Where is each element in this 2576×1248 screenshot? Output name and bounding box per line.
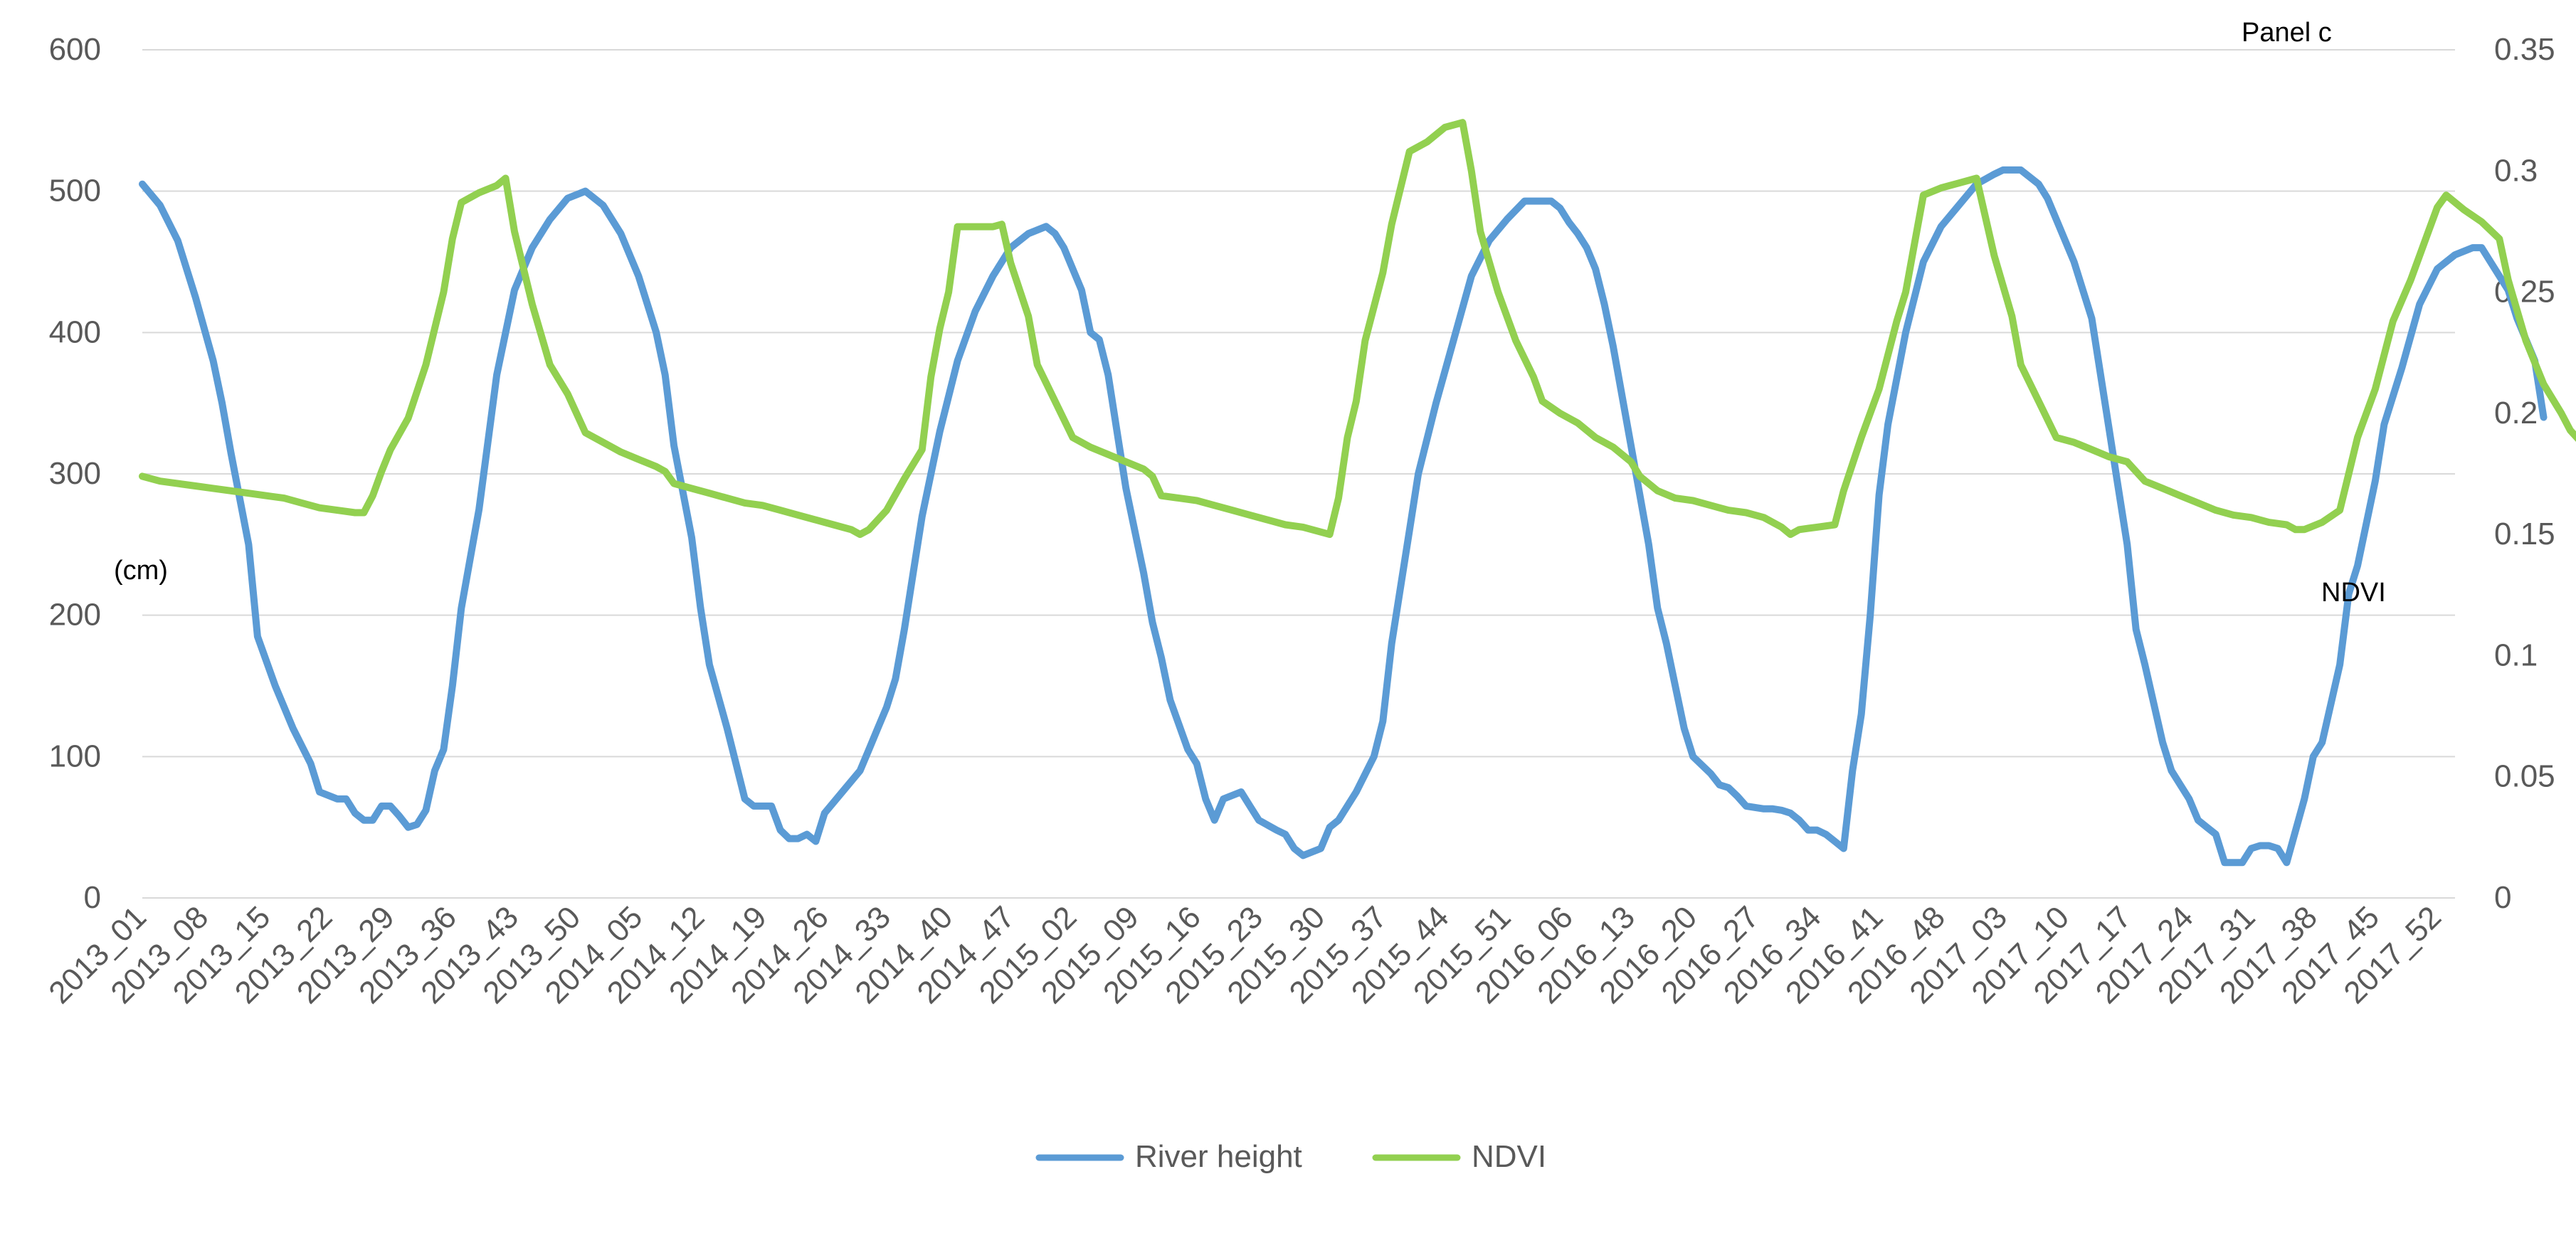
y2-tick-label: 0.15 xyxy=(2494,517,2555,551)
y-tick-label: 200 xyxy=(49,598,101,633)
grid-layer xyxy=(142,49,2455,899)
legend-label-ndvi: NDVI xyxy=(1472,1139,1546,1174)
y-axis-left: 0 100 200 300 400 500 600 xyxy=(49,32,101,915)
y2-axis-label: NDVI xyxy=(2321,578,2386,608)
y-tick-label: 600 xyxy=(49,32,101,67)
series-layer xyxy=(139,119,2576,867)
y2-tick-label: 0.1 xyxy=(2494,638,2538,672)
y2-tick-label: 0.05 xyxy=(2494,759,2555,794)
legend-label-river-height: River height xyxy=(1135,1139,1302,1174)
y2-tick-label: 0 xyxy=(2494,880,2511,915)
x-axis: 2013_012013_082013_152013_222013_292013_… xyxy=(42,899,2448,1010)
y2-tick-label: 0.2 xyxy=(2494,396,2538,430)
y-axis-right: 00.050.10.150.20.250.30.35 xyxy=(2494,32,2555,915)
series-line-river-height xyxy=(139,166,2548,867)
y2-tick-label: 0.35 xyxy=(2494,32,2555,67)
y-tick-label: 300 xyxy=(49,456,101,491)
y-tick-label: 400 xyxy=(49,314,101,349)
y-axis-label: (cm) xyxy=(114,556,168,586)
chart-title: Panel c xyxy=(2242,18,2332,48)
legend: River height NDVI xyxy=(1035,1139,1546,1174)
y-tick-label: 500 xyxy=(49,174,101,208)
y-tick-label: 0 xyxy=(84,880,101,915)
y-tick-label: 100 xyxy=(49,739,101,773)
y2-tick-label: 0.3 xyxy=(2494,153,2538,188)
series-line-ndvi xyxy=(139,119,2576,539)
